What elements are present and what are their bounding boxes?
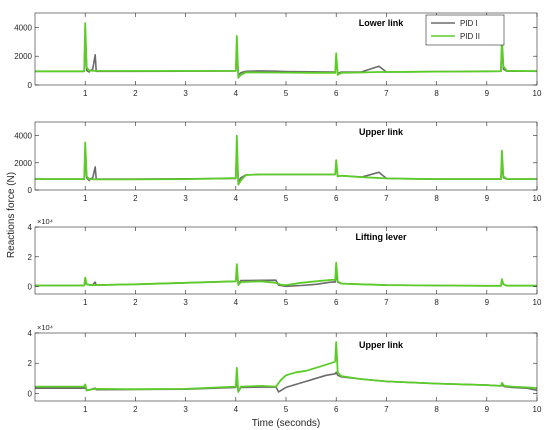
x-tick-label: 8	[434, 89, 439, 98]
subplot-title: Lifting lever	[355, 232, 407, 242]
x-tick-label: 4	[234, 405, 239, 414]
x-tick-label: 3	[183, 89, 188, 98]
x-tick-label: 5	[284, 405, 289, 414]
y-tick-label: 0	[28, 186, 33, 195]
x-tick-label: 6	[334, 194, 339, 203]
subplot-4: 1 2 3 4 5 6 7 8 9 10 0 2 4 ×10⁴ Upper link	[28, 323, 542, 414]
x-tick-label: 6	[334, 89, 339, 98]
y-tick-label: 0	[28, 81, 33, 90]
subplot-title: Lower link	[359, 18, 405, 28]
plot-area	[35, 227, 537, 294]
subplot-2: 1 2 3 4 5 6 7 8 9 10 0 2000 4000 Upper link	[14, 121, 542, 203]
series-line-pid2	[35, 261, 537, 287]
x-tick-label: 1	[83, 89, 88, 98]
y-axis-label: Reactions force (N)	[6, 172, 17, 258]
x-tick-label: 4	[234, 194, 239, 203]
x-tick-label: 10	[533, 194, 542, 203]
x-tick-label: 10	[533, 298, 542, 307]
x-tick-label: 8	[434, 405, 439, 414]
y-tick-label: 2000	[14, 159, 32, 168]
x-tick-label: 10	[533, 405, 542, 414]
legend-box	[425, 14, 505, 46]
x-tick-label: 7	[384, 194, 389, 203]
subplot-3: 1 2 3 4 5 6 7 8 9 10 0 2 4 ×10⁴ Lifting lever	[28, 217, 542, 307]
y-tick-label: 2	[28, 253, 33, 262]
plot-area	[35, 333, 537, 401]
legend-label-pid2: PID II	[460, 32, 480, 41]
y-tick-label: 4	[28, 329, 33, 338]
x-tick-label: 1	[83, 405, 88, 414]
y-tick-label: 4000	[14, 23, 32, 32]
y-tick-label: 4	[28, 223, 33, 232]
x-tick-label: 3	[183, 194, 188, 203]
y-tick-label: 0	[28, 283, 33, 292]
x-tick-label: 8	[434, 194, 439, 203]
y-tick-label: 2	[28, 359, 33, 368]
x-tick-label: 6	[334, 298, 339, 307]
x-tick-label: 1	[83, 194, 88, 203]
x-axis-label: Time (seconds)	[252, 418, 321, 429]
x-tick-label: 8	[434, 298, 439, 307]
x-tick-label: 4	[234, 298, 239, 307]
x-tick-label: 3	[183, 298, 188, 307]
y-tick-label: 2000	[14, 52, 32, 61]
y-axis-exponent: ×10⁴	[37, 217, 53, 226]
x-tick-label: 7	[384, 298, 389, 307]
subplot-title: Upper link	[359, 340, 404, 350]
x-tick-label: 5	[284, 194, 289, 203]
y-tick-label: 4000	[14, 132, 32, 141]
x-tick-label: 2	[133, 89, 138, 98]
subplot-title: Upper link	[359, 127, 404, 137]
x-tick-label: 3	[183, 405, 188, 414]
x-tick-label: 2	[133, 298, 138, 307]
x-tick-label: 2	[133, 194, 138, 203]
x-tick-label: 10	[533, 89, 542, 98]
x-tick-label: 9	[485, 89, 490, 98]
series-line-pid2	[35, 341, 538, 393]
series-line-pid2	[35, 22, 538, 79]
x-tick-label: 6	[334, 405, 339, 414]
x-tick-label: 7	[384, 89, 389, 98]
x-tick-label: 2	[133, 405, 138, 414]
x-tick-label: 4	[234, 89, 239, 98]
x-tick-label: 5	[284, 298, 289, 307]
x-tick-label: 7	[384, 405, 389, 414]
series-line-pid2	[35, 134, 537, 186]
y-tick-label: 0	[28, 389, 33, 398]
x-tick-label: 1	[83, 298, 88, 307]
x-tick-label: 9	[485, 194, 490, 203]
x-tick-label: 9	[485, 298, 490, 307]
legend-label-pid1: PID I	[460, 19, 478, 28]
y-axis-exponent: ×10⁴	[37, 323, 53, 332]
x-tick-label: 5	[284, 89, 289, 98]
x-tick-label: 9	[485, 405, 490, 414]
legend: PID I PID II	[425, 14, 505, 46]
